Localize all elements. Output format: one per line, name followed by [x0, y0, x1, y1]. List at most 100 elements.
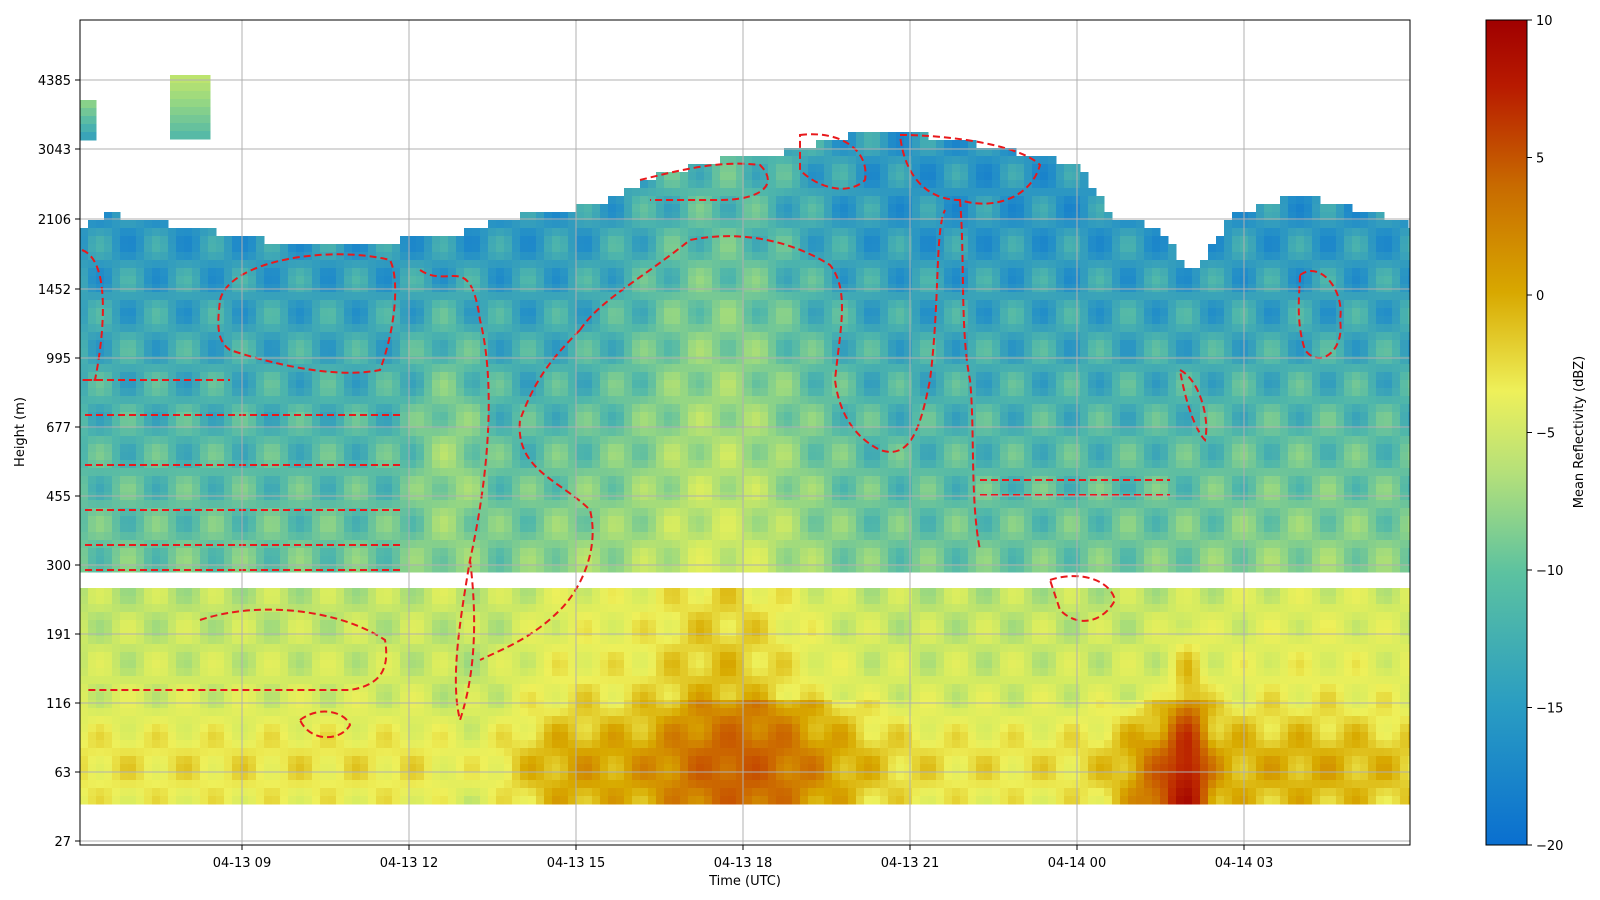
heatmap-cell — [216, 308, 225, 317]
heatmap-cell — [160, 700, 169, 709]
heatmap-cell — [544, 452, 553, 461]
heatmap-cell — [240, 668, 249, 677]
heatmap-cell — [496, 260, 505, 269]
heatmap-cell — [536, 300, 545, 309]
heatmap-cell — [360, 348, 369, 357]
heatmap-cell — [112, 588, 121, 597]
heatmap-cell — [168, 636, 177, 645]
heatmap-cell — [520, 292, 529, 301]
heatmap-cell — [536, 220, 545, 229]
heatmap-cell — [488, 500, 497, 509]
heatmap-cell — [560, 364, 569, 373]
heatmap-cell — [552, 460, 561, 469]
heatmap-cell — [528, 732, 537, 741]
heatmap-cell — [536, 244, 545, 253]
heatmap-cell — [160, 484, 169, 493]
heatmap-cell — [368, 468, 377, 477]
heatmap-cell — [568, 748, 577, 757]
heatmap-cell — [128, 764, 137, 773]
heatmap-cell — [184, 340, 193, 349]
heatmap-cell — [216, 268, 225, 277]
heatmap-cell — [544, 308, 553, 317]
heatmap-cell — [88, 516, 97, 525]
heatmap-cell — [184, 628, 193, 637]
heatmap-cell — [256, 612, 265, 621]
heatmap-cell — [400, 684, 409, 693]
heatmap-cell — [384, 668, 393, 677]
heatmap-cell — [256, 732, 265, 741]
heatmap-cell — [592, 252, 601, 261]
heatmap-cell — [168, 732, 177, 741]
heatmap-cell — [392, 332, 401, 341]
heatmap-cell — [648, 228, 657, 237]
heatmap-cell — [384, 604, 393, 613]
heatmap-cell — [584, 692, 593, 701]
heatmap-cell — [584, 484, 593, 493]
heatmap-cell — [160, 252, 169, 261]
heatmap-cell — [584, 660, 593, 669]
heatmap-cell — [256, 524, 265, 533]
heatmap-cell — [488, 412, 497, 421]
heatmap-cell — [552, 356, 561, 365]
heatmap-cell — [320, 388, 329, 397]
heatmap-cell — [152, 556, 161, 565]
heatmap-cell — [296, 588, 305, 597]
heatmap-cell — [120, 628, 129, 637]
heatmap-cell — [296, 644, 305, 653]
heatmap-cell — [320, 436, 329, 445]
heatmap-cell — [592, 716, 601, 725]
heatmap-cell — [376, 292, 385, 301]
heatmap-cell — [384, 332, 393, 341]
heatmap-cell — [352, 660, 361, 669]
heatmap-cell — [344, 532, 353, 541]
heatmap-cell — [184, 292, 193, 301]
heatmap-cell — [144, 284, 153, 293]
heatmap-cell — [80, 548, 89, 557]
heatmap-cell — [264, 548, 273, 557]
heatmap-cell — [552, 244, 561, 253]
heatmap-cell — [120, 308, 129, 317]
heatmap-cell — [600, 228, 609, 237]
heatmap-cell — [440, 636, 449, 645]
heatmap-cell — [568, 644, 577, 653]
heatmap-cell — [152, 596, 161, 605]
heatmap-cell — [592, 540, 601, 549]
heatmap-cell — [488, 364, 497, 373]
heatmap-cell — [152, 740, 161, 749]
heatmap-cell — [248, 428, 257, 437]
heatmap-cell — [160, 388, 169, 397]
heatmap-cell — [568, 604, 577, 613]
heatmap-cell — [520, 668, 529, 677]
heatmap-cell — [592, 484, 601, 493]
heatmap-cell — [456, 372, 465, 381]
heatmap-cell — [632, 764, 641, 773]
heatmap-cell — [160, 500, 169, 509]
heatmap-cell — [328, 628, 337, 637]
heatmap-cell — [288, 772, 297, 781]
heatmap-cell — [544, 732, 553, 741]
heatmap-cell — [112, 276, 121, 285]
heatmap-cell — [424, 692, 433, 701]
heatmap-cell — [328, 364, 337, 373]
heatmap-cell — [472, 756, 481, 765]
heatmap-cell — [216, 244, 225, 253]
heatmap-cell — [568, 436, 577, 445]
heatmap-cell — [528, 476, 537, 485]
heatmap-cell — [624, 188, 633, 197]
heatmap-cell — [560, 420, 569, 429]
heatmap-cell — [608, 460, 617, 469]
heatmap-cell — [120, 292, 129, 301]
heatmap-cell — [80, 268, 89, 277]
heatmap-cell — [136, 532, 145, 541]
heatmap-cell — [416, 612, 425, 621]
heatmap-cell — [560, 644, 569, 653]
heatmap-cell — [440, 788, 449, 797]
heatmap-cell — [320, 468, 329, 477]
heatmap-cell — [376, 260, 385, 269]
heatmap-cell — [560, 236, 569, 245]
heatmap-cell — [88, 332, 97, 341]
heatmap-cell — [560, 628, 569, 637]
heatmap-cell — [536, 716, 545, 725]
heatmap-cell — [408, 588, 417, 597]
heatmap-cell — [472, 484, 481, 493]
